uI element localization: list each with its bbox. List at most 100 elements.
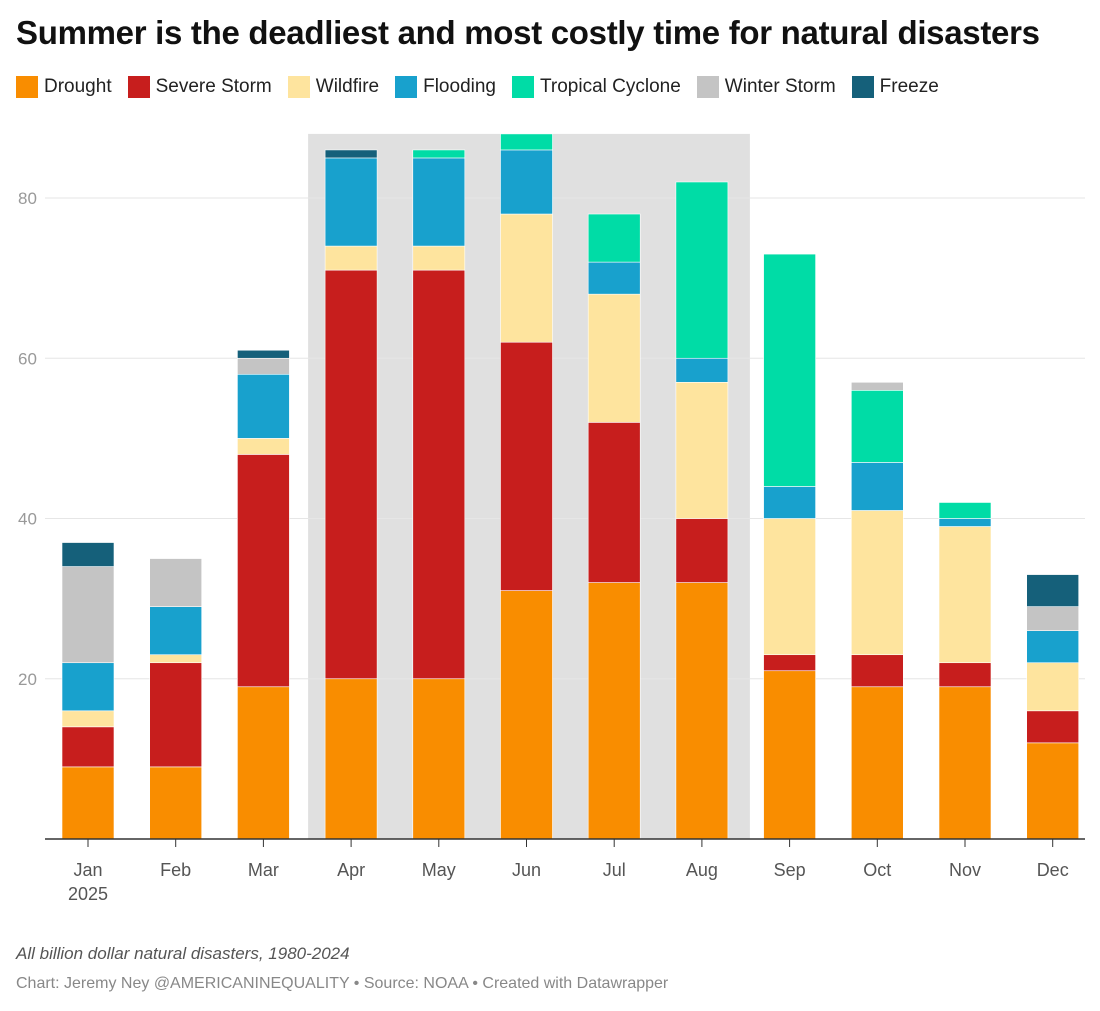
bar-segment-drought <box>237 686 290 840</box>
bar-segment-severe-storm <box>61 726 115 768</box>
bar-segment-drought <box>500 590 553 840</box>
bar-segment-severe-storm <box>763 654 816 672</box>
legend-label: Wildfire <box>315 76 380 97</box>
bar-segment-severe-storm <box>1026 710 1079 744</box>
bar-segment-tropical-cyclone <box>587 213 641 263</box>
bar-segment-drought <box>412 678 466 840</box>
bar-segment-drought <box>938 686 992 840</box>
y-tick-label: 40 <box>18 510 37 529</box>
bar-segment-flooding <box>938 518 992 527</box>
bar-segment-wildfire <box>412 245 466 271</box>
legend-item: Freeze <box>851 76 939 98</box>
x-tick-label: Aug <box>686 860 718 880</box>
legend-label: Flooding <box>423 76 496 97</box>
bar-segment-severe-storm <box>324 269 378 680</box>
legend-item: Severe Storm <box>127 76 272 98</box>
y-tick-label: 60 <box>18 349 37 368</box>
bar-segment-flooding <box>149 606 202 656</box>
x-tick-label: Jun <box>512 860 541 880</box>
bar-segment-tropical-cyclone <box>412 149 466 159</box>
bar-segment-tropical-cyclone <box>763 253 816 487</box>
bar-segment-flooding <box>587 261 641 295</box>
x-tick-label: Nov <box>949 860 981 880</box>
bar-segment-flooding <box>324 157 378 247</box>
bar-segment-tropical-cyclone <box>850 389 904 463</box>
bar-segment-flooding <box>675 357 729 383</box>
bar-segment-tropical-cyclone <box>938 502 992 519</box>
legend: Drought Severe Storm Wildfire Flooding Tropi… <box>16 76 939 98</box>
bar-segment-severe-storm <box>500 341 553 591</box>
bar-segment-flooding <box>237 373 290 439</box>
bar-segment-winter-storm <box>237 357 290 375</box>
legend-swatch <box>851 76 874 98</box>
x-tick-label: May <box>422 860 456 880</box>
bar-segment-wildfire <box>850 510 904 656</box>
legend-label: Tropical Cyclone <box>540 76 681 97</box>
bar-segment-drought <box>1026 742 1079 840</box>
bar-segment-flooding <box>763 486 816 519</box>
chart-note: All billion dollar natural disasters, 19… <box>16 944 350 963</box>
bar-segment-severe-storm <box>850 654 904 688</box>
bar-segment-drought <box>149 766 202 840</box>
bar-segment-freeze <box>237 349 290 359</box>
bar-segment-wildfire <box>61 710 115 728</box>
bar-segment-wildfire <box>324 245 378 271</box>
bar-segment-drought <box>324 678 378 840</box>
x-tick-label: Sep <box>774 860 806 880</box>
legend-item: Winter Storm <box>696 76 836 98</box>
legend-swatch <box>287 76 310 98</box>
x-tick-label: Mar <box>248 860 279 880</box>
bar-segment-wildfire <box>237 438 290 455</box>
chart-credit: Chart: Jeremy Ney @AMERICANINEQUALITY • … <box>16 975 669 992</box>
bar-segment-drought <box>587 582 641 840</box>
legend-label: Severe Storm <box>155 76 272 97</box>
legend-swatch <box>127 76 150 98</box>
legend-label: Winter Storm <box>724 76 836 97</box>
bar-segment-severe-storm <box>675 518 729 583</box>
bar-segment-freeze <box>61 542 115 567</box>
chart-title: Summer is the deadliest and most costly … <box>16 14 1040 51</box>
legend-swatch <box>512 76 534 98</box>
x-tick-label: Dec <box>1037 860 1069 880</box>
legend-swatch <box>696 76 719 98</box>
bar-segment-wildfire <box>763 518 816 656</box>
bar-segment-winter-storm <box>850 381 904 391</box>
x-tick-sublabel: 2025 <box>68 884 108 904</box>
legend-swatch <box>16 76 38 98</box>
bar-segment-severe-storm <box>412 269 466 680</box>
bar-segment-flooding <box>500 149 553 215</box>
bar-segment-freeze <box>1026 574 1079 607</box>
bar-segment-drought <box>850 686 904 840</box>
bar-segment-flooding <box>850 462 904 511</box>
bar-segment-winter-storm <box>61 566 115 664</box>
legend-swatch <box>395 76 418 98</box>
bar-segment-winter-storm <box>1026 606 1079 631</box>
legend-label: Drought <box>44 76 112 97</box>
bar-segment-drought <box>61 766 115 840</box>
bar-segment-flooding <box>61 662 115 712</box>
bar-segment-tropical-cyclone <box>500 133 553 151</box>
x-tick-label: Jan <box>73 860 102 880</box>
bar-segment-wildfire <box>938 526 992 664</box>
bar-segment-wildfire <box>500 213 553 343</box>
x-tick-label: Apr <box>337 860 365 880</box>
bar-segment-freeze <box>324 149 378 159</box>
bar-segment-flooding <box>1026 630 1079 664</box>
bar-segment-wildfire <box>149 654 202 664</box>
legend-item: Wildfire <box>287 76 380 98</box>
bar-segment-wildfire <box>675 381 729 519</box>
bar-segment-wildfire <box>1026 662 1079 712</box>
bar-segment-severe-storm <box>149 662 202 768</box>
bar-segment-flooding <box>412 157 466 247</box>
bar-segment-severe-storm <box>587 422 641 583</box>
legend-item: Tropical Cyclone <box>512 76 681 98</box>
bar-segment-tropical-cyclone <box>675 181 729 359</box>
x-tick-label: Feb <box>160 860 191 880</box>
y-tick-label: 80 <box>18 189 37 208</box>
legend-label: Freeze <box>879 76 939 97</box>
bar-segment-winter-storm <box>149 558 202 607</box>
bar-segment-wildfire <box>587 293 641 423</box>
bar-segment-severe-storm <box>237 454 290 688</box>
x-tick-label: Oct <box>863 860 891 880</box>
